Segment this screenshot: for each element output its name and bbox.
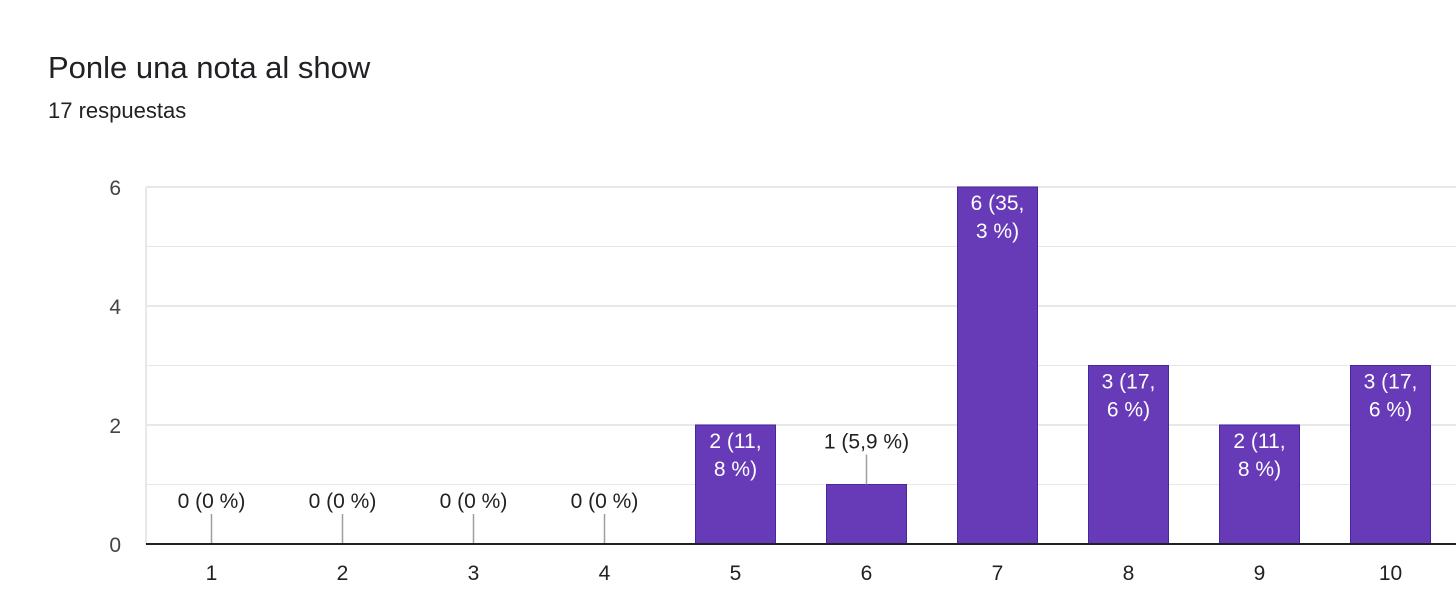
data-label: 0 (0 %)	[309, 490, 377, 513]
x-tick-label: 10	[1379, 562, 1402, 585]
x-tick-label: 5	[730, 562, 742, 585]
data-label: 0 (0 %)	[571, 490, 639, 513]
data-label: 6 (35,	[971, 192, 1025, 215]
data-label: 0 (0 %)	[178, 490, 246, 513]
data-label: 0 (0 %)	[440, 490, 508, 513]
bar	[1088, 365, 1169, 545]
bar	[1350, 365, 1431, 545]
x-tick-label: 1	[206, 562, 218, 585]
y-tick-label: 0	[109, 534, 121, 557]
bar	[957, 186, 1038, 545]
data-label: 2 (11,	[709, 430, 761, 453]
data-label: 3 (17,	[1364, 371, 1418, 394]
bar	[695, 424, 776, 545]
x-tick-label: 7	[992, 562, 1004, 585]
data-label: 2 (11,	[1233, 430, 1285, 453]
data-label: 8 %)	[714, 458, 757, 481]
response-count: 17 respuestas	[48, 98, 187, 123]
data-label: 3 %)	[976, 220, 1019, 243]
y-tick-label: 6	[109, 177, 121, 200]
data-label: 3 (17,	[1102, 371, 1156, 394]
x-tick-label: 2	[337, 562, 349, 585]
chart-title: Ponle una nota al show	[48, 50, 371, 85]
x-tick-label: 9	[1254, 562, 1266, 585]
data-label: 1 (5,9 %)	[824, 431, 909, 454]
bar	[1219, 424, 1300, 545]
x-tick-label: 4	[599, 562, 611, 585]
data-label: 6 %)	[1107, 399, 1150, 422]
x-tick-label: 6	[861, 562, 873, 585]
data-label: 6 %)	[1369, 399, 1412, 422]
bar	[826, 484, 907, 545]
x-tick-label: 8	[1123, 562, 1135, 585]
x-tick-label: 3	[468, 562, 480, 585]
data-label: 8 %)	[1238, 458, 1281, 481]
y-tick-label: 4	[109, 296, 121, 319]
y-tick-label: 2	[109, 415, 121, 438]
